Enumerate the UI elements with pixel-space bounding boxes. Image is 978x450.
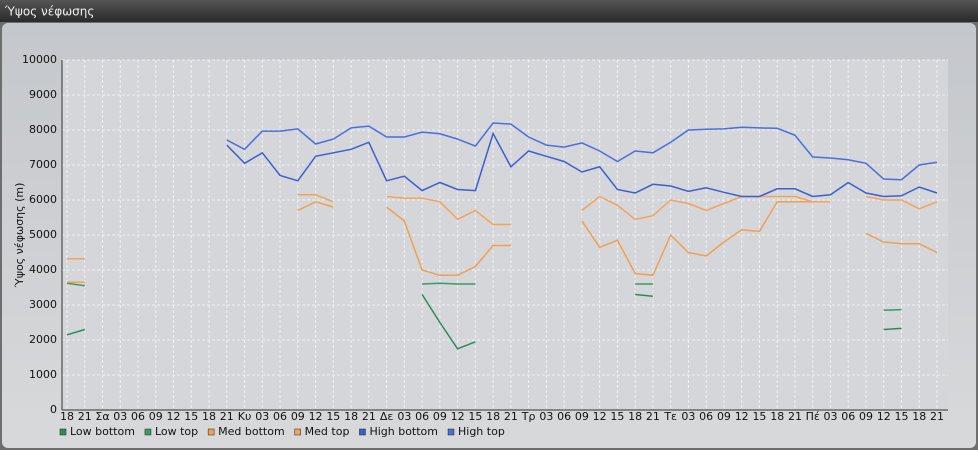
series-line bbox=[66, 293, 902, 350]
x-tick-label: 21 bbox=[646, 410, 660, 423]
x-tick-label: 06 bbox=[699, 410, 713, 423]
series-line bbox=[66, 282, 902, 312]
x-tick-label: 12 bbox=[593, 410, 607, 423]
x-tick-label: 18 bbox=[344, 410, 358, 423]
series-line bbox=[226, 131, 938, 198]
y-tick-label: 9000 bbox=[29, 88, 57, 101]
legend-swatch bbox=[144, 428, 152, 436]
x-tick-label: 15 bbox=[184, 410, 198, 423]
y-tick-label: 7000 bbox=[29, 158, 57, 171]
legend-label: Low top bbox=[155, 425, 198, 438]
legend-swatch bbox=[294, 428, 301, 436]
y-tick-label: 2000 bbox=[29, 333, 57, 346]
y-tick-label: 5000 bbox=[29, 228, 57, 241]
x-tick-label: 03 bbox=[255, 410, 269, 423]
legend-label: High top bbox=[458, 425, 505, 438]
legend-swatch bbox=[359, 428, 366, 436]
x-tick-label: Τρ bbox=[521, 410, 536, 423]
x-tick-label: 18 bbox=[60, 410, 74, 423]
y-tick-label: 6000 bbox=[29, 193, 57, 206]
legend-label: Med bottom bbox=[218, 425, 285, 438]
x-tick-label: 06 bbox=[557, 410, 571, 423]
x-tick-label: 21 bbox=[220, 410, 234, 423]
x-tick-label: 03 bbox=[681, 410, 695, 423]
legend-swatch bbox=[207, 428, 215, 436]
x-tick-label: 06 bbox=[131, 410, 145, 423]
x-tick-label: 09 bbox=[433, 410, 447, 423]
x-tick-label: 12 bbox=[877, 410, 891, 423]
x-tick-label: 09 bbox=[859, 410, 873, 423]
legend-label: Med top bbox=[305, 425, 350, 438]
x-tick-label: 15 bbox=[894, 410, 908, 423]
y-tick-label: 8000 bbox=[29, 123, 57, 136]
x-tick-label: 09 bbox=[291, 410, 305, 423]
x-tick-label: 18 bbox=[202, 410, 216, 423]
x-tick-label: 12 bbox=[451, 410, 465, 423]
y-tick-label: 0 bbox=[50, 403, 57, 416]
title-bar bbox=[0, 0, 978, 22]
x-tick-label: 18 bbox=[770, 410, 784, 423]
y-axis-label: Ύψος νέφωσης (m) bbox=[13, 183, 26, 289]
legend-label: High bottom bbox=[369, 425, 438, 438]
x-tick-label: 21 bbox=[78, 410, 92, 423]
x-tick-label: 21 bbox=[362, 410, 376, 423]
x-tick-label: 12 bbox=[309, 410, 323, 423]
x-tick-label: 06 bbox=[841, 410, 855, 423]
x-tick-label: Σα bbox=[95, 410, 109, 423]
x-tick-label: 15 bbox=[610, 410, 624, 423]
x-tick-label: 06 bbox=[273, 410, 287, 423]
legend-label: Low bottom bbox=[70, 425, 135, 438]
y-tick-label: 10000 bbox=[22, 53, 57, 66]
series-line bbox=[226, 122, 938, 181]
x-tick-label: Κυ bbox=[238, 410, 252, 423]
legend-swatch bbox=[59, 428, 67, 436]
chart-title: Ύψος νέφωσης bbox=[4, 5, 94, 19]
x-tick-label: Δε bbox=[380, 410, 394, 423]
x-tick-label: 06 bbox=[415, 410, 429, 423]
x-tick-label: 21 bbox=[788, 410, 802, 423]
x-tick-label: 21 bbox=[504, 410, 518, 423]
series-line bbox=[67, 194, 938, 260]
x-tick-label: 15 bbox=[468, 410, 482, 423]
x-tick-label: 03 bbox=[823, 410, 837, 423]
y-tick-label: 3000 bbox=[29, 298, 57, 311]
x-tick-label: 03 bbox=[397, 410, 411, 423]
x-tick-label: 18 bbox=[628, 410, 642, 423]
x-tick-label: 03 bbox=[539, 410, 553, 423]
series-line bbox=[67, 200, 938, 284]
x-tick-label: Τε bbox=[663, 410, 677, 423]
x-tick-label: 09 bbox=[717, 410, 731, 423]
x-tick-label: 15 bbox=[752, 410, 766, 423]
x-tick-label: 15 bbox=[326, 410, 340, 423]
x-tick-label: 18 bbox=[486, 410, 500, 423]
x-tick-label: 03 bbox=[113, 410, 127, 423]
y-tick-label: 1000 bbox=[29, 368, 57, 381]
x-tick-label: 21 bbox=[930, 410, 944, 423]
x-tick-label: Πέ bbox=[806, 410, 820, 423]
legend-swatch bbox=[447, 428, 455, 436]
x-tick-label: 09 bbox=[149, 410, 163, 423]
x-tick-label: 12 bbox=[735, 410, 749, 423]
x-tick-label: 09 bbox=[575, 410, 589, 423]
x-tick-label: 12 bbox=[167, 410, 181, 423]
x-tick-label: 18 bbox=[912, 410, 926, 423]
y-tick-label: 4000 bbox=[29, 263, 57, 276]
